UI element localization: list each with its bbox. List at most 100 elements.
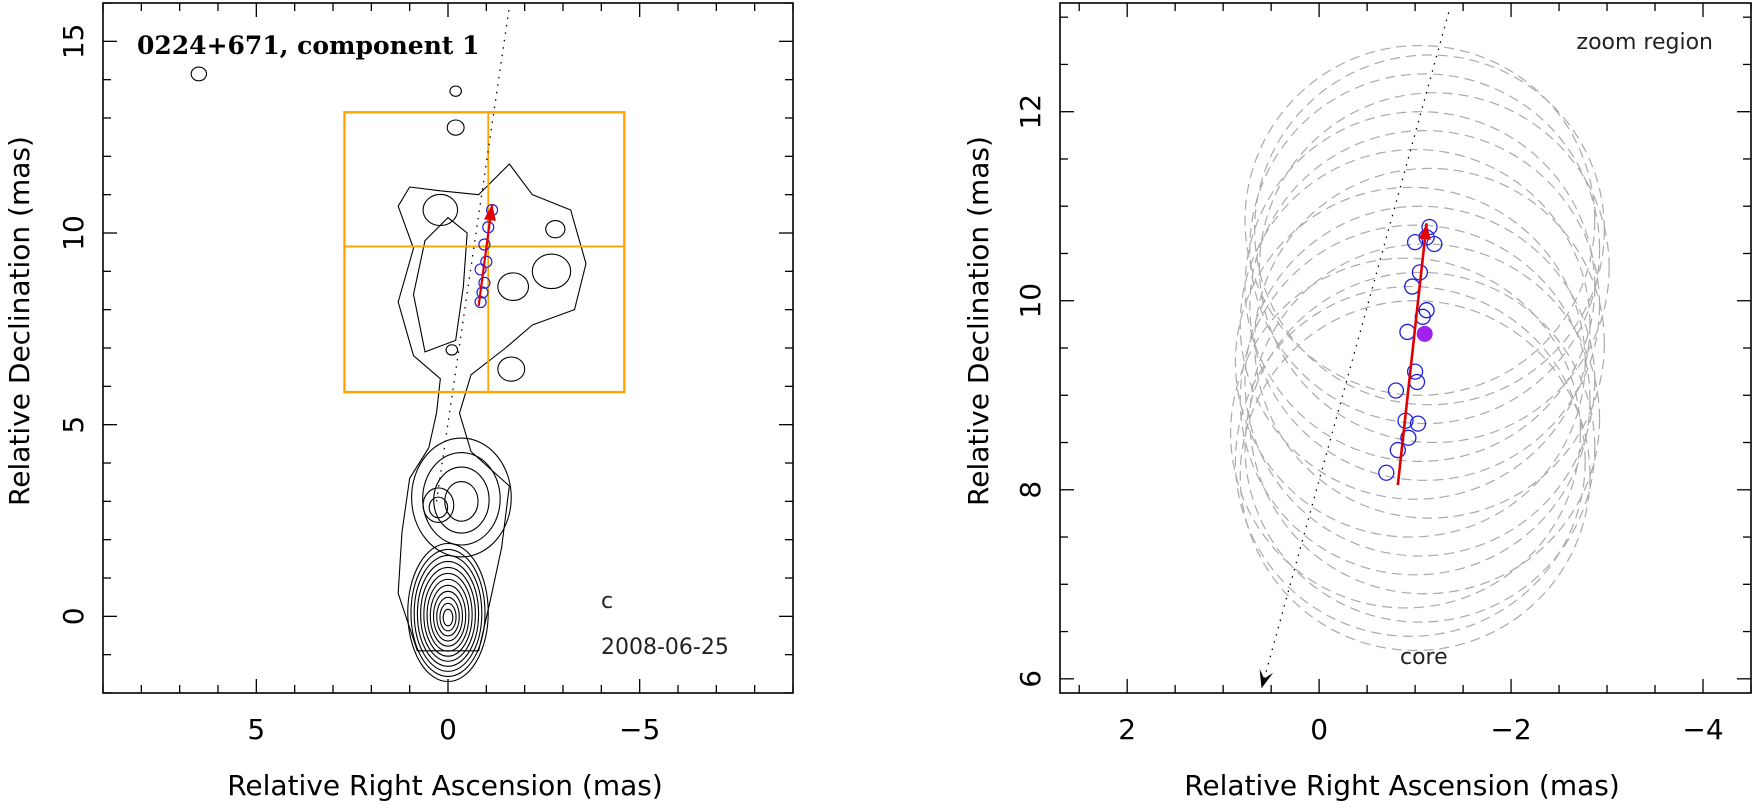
position-marker	[1406, 363, 1424, 380]
arrow-head	[484, 204, 496, 221]
position-marker	[1406, 233, 1424, 251]
right-y-axis-label: Relative Declination (mas)	[962, 136, 995, 506]
arrow-shaft	[1396, 223, 1428, 486]
contour-level	[429, 584, 467, 647]
motion-arrow	[477, 204, 496, 306]
position-marker	[1389, 441, 1406, 459]
position-marker	[1421, 218, 1438, 236]
position-marker	[480, 255, 493, 268]
mean-position-marker	[1416, 325, 1433, 342]
position-marker	[478, 276, 491, 289]
position-marker	[1408, 373, 1426, 391]
uncertainty-circle	[1254, 167, 1605, 519]
direction-line	[435, 6, 510, 502]
uncertainty-circle	[1239, 148, 1591, 500]
mean-position-dot	[1416, 325, 1433, 342]
y-tick-label: 0	[57, 607, 90, 625]
contour-level	[410, 548, 486, 677]
inner-contour	[412, 216, 468, 353]
contour-island	[531, 253, 572, 290]
x-tick-label: −2	[1490, 713, 1531, 746]
uncertainty-circle	[1249, 73, 1601, 425]
contour-islands	[190, 66, 572, 382]
uncertainty-circle	[1234, 186, 1586, 538]
uncertainty-circle	[1230, 257, 1581, 609]
uncertainty-circle	[1239, 300, 1591, 652]
x-tick-label: 0	[1310, 713, 1328, 746]
plot-frame	[102, 2, 794, 694]
contour-level	[422, 487, 455, 523]
x-tick-label: 2	[1118, 713, 1136, 746]
left-axes: 5 0 −5 0 5 10 15	[57, 2, 794, 746]
core-label: core	[1400, 645, 1448, 670]
contour-level	[432, 590, 464, 642]
contour-island	[445, 344, 459, 356]
core-direction-dotted	[1260, 12, 1450, 689]
x-tick-label: 0	[439, 713, 457, 746]
motion-arrow	[1396, 223, 1431, 486]
contour-island	[422, 193, 459, 227]
uncertainty-circle	[1244, 271, 1596, 623]
uncertainty-circle	[1258, 92, 1610, 444]
right-axes: 2 0 −2 −4 6 8 10 12	[1014, 2, 1752, 746]
beam-annotation: c	[601, 589, 613, 614]
epoch-annotation: 2008-06-25	[601, 635, 729, 660]
contour-map	[397, 163, 587, 683]
contour-level	[442, 608, 454, 627]
contour-level	[423, 572, 473, 657]
y-tick-label: 8	[1014, 481, 1047, 499]
y-tick-label: 10	[1014, 283, 1047, 319]
contour-level	[439, 602, 457, 632]
right-panel-zoom: 2 0 −2 −4 6 8 10 12 zoom region core Relative R…	[962, 2, 1752, 802]
uncertainty-circle	[1244, 205, 1596, 557]
uncertainty-circle	[1254, 54, 1605, 406]
left-panel-title: 0224+671, component 1	[137, 31, 480, 60]
left-x-axis-label: Relative Right Ascension (mas)	[227, 769, 663, 802]
contour-level	[411, 437, 512, 558]
contour-level	[436, 596, 460, 637]
position-marker	[474, 263, 487, 276]
jet-direction-line	[435, 6, 510, 502]
zoom-box-frame	[343, 111, 626, 394]
position-marker	[1400, 429, 1417, 446]
x-tick-label: −5	[619, 713, 660, 746]
position-marker	[1418, 302, 1435, 319]
x-tick-label: −4	[1682, 713, 1723, 746]
contour-level	[422, 452, 501, 546]
contour-island	[497, 356, 526, 382]
uncertainty-circle	[1244, 44, 1596, 396]
contour-island	[449, 85, 462, 97]
contour-level	[433, 466, 490, 534]
y-tick-label: 10	[57, 215, 90, 251]
core-direction-line	[1259, 12, 1450, 689]
contour-level	[420, 566, 476, 662]
position-marker	[1409, 415, 1427, 432]
position-marker	[1387, 382, 1405, 399]
position-marker	[478, 238, 491, 251]
position-marker	[1399, 323, 1416, 341]
contour-island	[497, 272, 530, 302]
left-panel-contour-map: 5 0 −5 0 5 10 15 0224+671, component 1 c 2008-…	[3, 2, 794, 802]
y-tick-label: 12	[1014, 94, 1047, 130]
contour-level	[428, 496, 449, 519]
uncertainty-circles	[1230, 44, 1610, 652]
uncertainty-circle	[1249, 130, 1601, 481]
contour-island	[190, 66, 208, 82]
zoom-region-label: zoom region	[1577, 30, 1713, 55]
plot-frame	[1059, 2, 1752, 694]
y-tick-label: 5	[57, 416, 90, 434]
contour-island	[446, 119, 465, 136]
position-marker	[1378, 464, 1395, 481]
contour-level	[416, 560, 480, 667]
uncertainty-circle	[1234, 285, 1586, 637]
arrow-shaft	[477, 204, 494, 306]
contour-level	[444, 480, 479, 522]
uncertainty-circle	[1239, 224, 1591, 576]
x-tick-label: 5	[247, 713, 265, 746]
position-marker	[476, 286, 489, 299]
right-x-axis-label: Relative Right Ascension (mas)	[1184, 769, 1620, 802]
arrow-head	[1418, 223, 1431, 240]
jet-envelope-contour	[397, 163, 587, 652]
zoom-box	[343, 111, 626, 394]
